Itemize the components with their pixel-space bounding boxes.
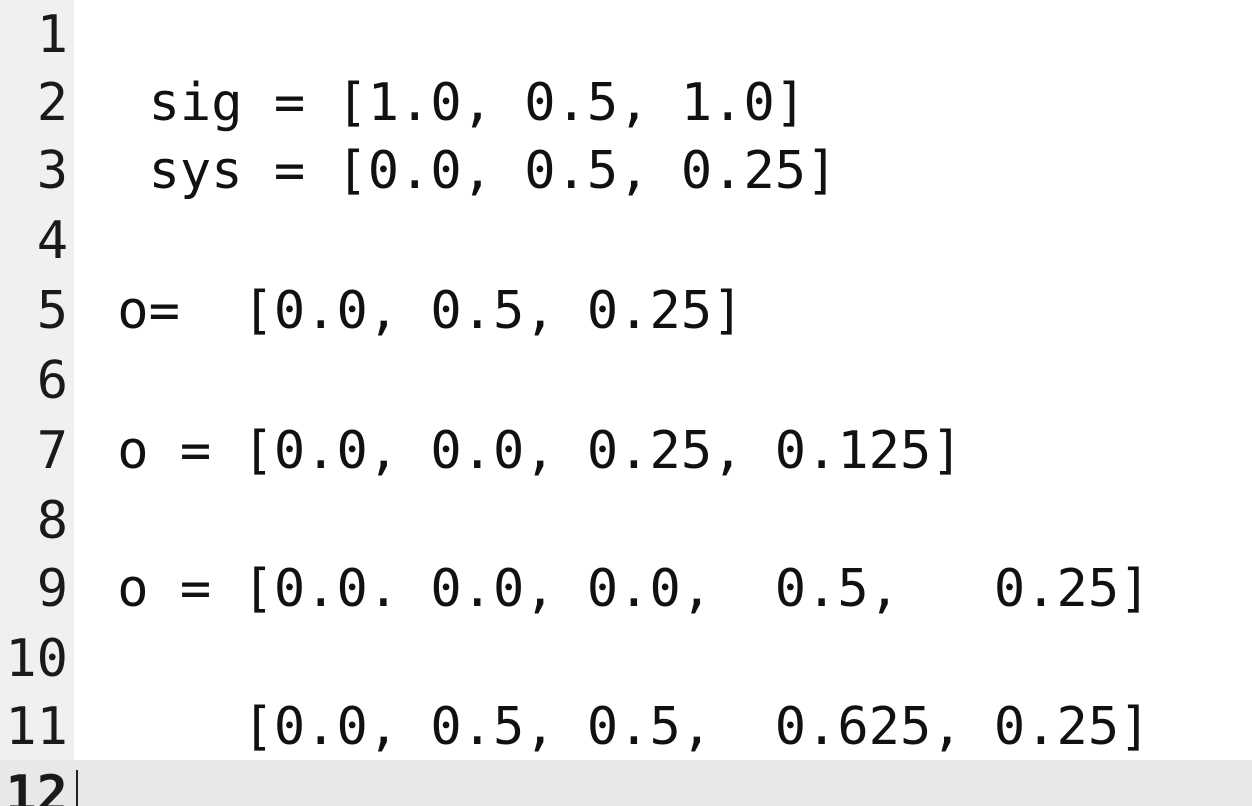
line-number: 5 [36, 281, 68, 341]
line-number: 8 [36, 491, 68, 551]
line-number: 10 [5, 629, 68, 689]
code-text[interactable]: [0.0, 0.5, 0.5, 0.625, 0.25] [86, 697, 1151, 757]
code-line[interactable]: 4 [0, 206, 1252, 276]
current-line[interactable]: 12 [0, 760, 1252, 806]
line-number: 12 [5, 765, 68, 806]
code-line[interactable]: 3 sys = [0.0, 0.5, 0.25] [0, 136, 1252, 206]
line-number: 6 [36, 351, 68, 411]
code-text[interactable]: o= [0.0, 0.5, 0.25] [86, 281, 744, 341]
code-line[interactable]: 1 [0, 0, 1252, 70]
code-line[interactable]: 8 [0, 486, 1252, 556]
code-line[interactable]: 2 sig = [1.0, 0.5, 1.0] [0, 68, 1252, 138]
text-caret [76, 770, 78, 806]
code-line[interactable]: 6 [0, 346, 1252, 416]
code-text[interactable]: sig = [1.0, 0.5, 1.0] [86, 73, 807, 133]
line-number: 9 [36, 559, 68, 619]
code-line[interactable]: 10 [0, 624, 1252, 694]
line-number-gutter [0, 0, 74, 806]
line-number: 1 [36, 5, 68, 65]
code-text[interactable]: o = [0.0. 0.0, 0.0, 0.5, 0.25] [86, 559, 1151, 619]
line-number: 3 [36, 141, 68, 201]
line-number: 7 [36, 421, 68, 481]
line-number: 2 [36, 73, 68, 133]
line-number: 4 [36, 211, 68, 271]
code-line[interactable]: 9 o = [0.0. 0.0, 0.0, 0.5, 0.25] [0, 554, 1252, 624]
line-number: 11 [5, 697, 68, 757]
code-line[interactable]: 5 o= [0.0, 0.5, 0.25] [0, 276, 1252, 346]
code-line[interactable]: 7 o = [0.0, 0.0, 0.25, 0.125] [0, 416, 1252, 486]
code-text[interactable]: o = [0.0, 0.0, 0.25, 0.125] [86, 421, 963, 481]
code-text[interactable]: sys = [0.0, 0.5, 0.25] [86, 141, 838, 201]
code-line[interactable]: 11 [0.0, 0.5, 0.5, 0.625, 0.25] [0, 692, 1252, 762]
